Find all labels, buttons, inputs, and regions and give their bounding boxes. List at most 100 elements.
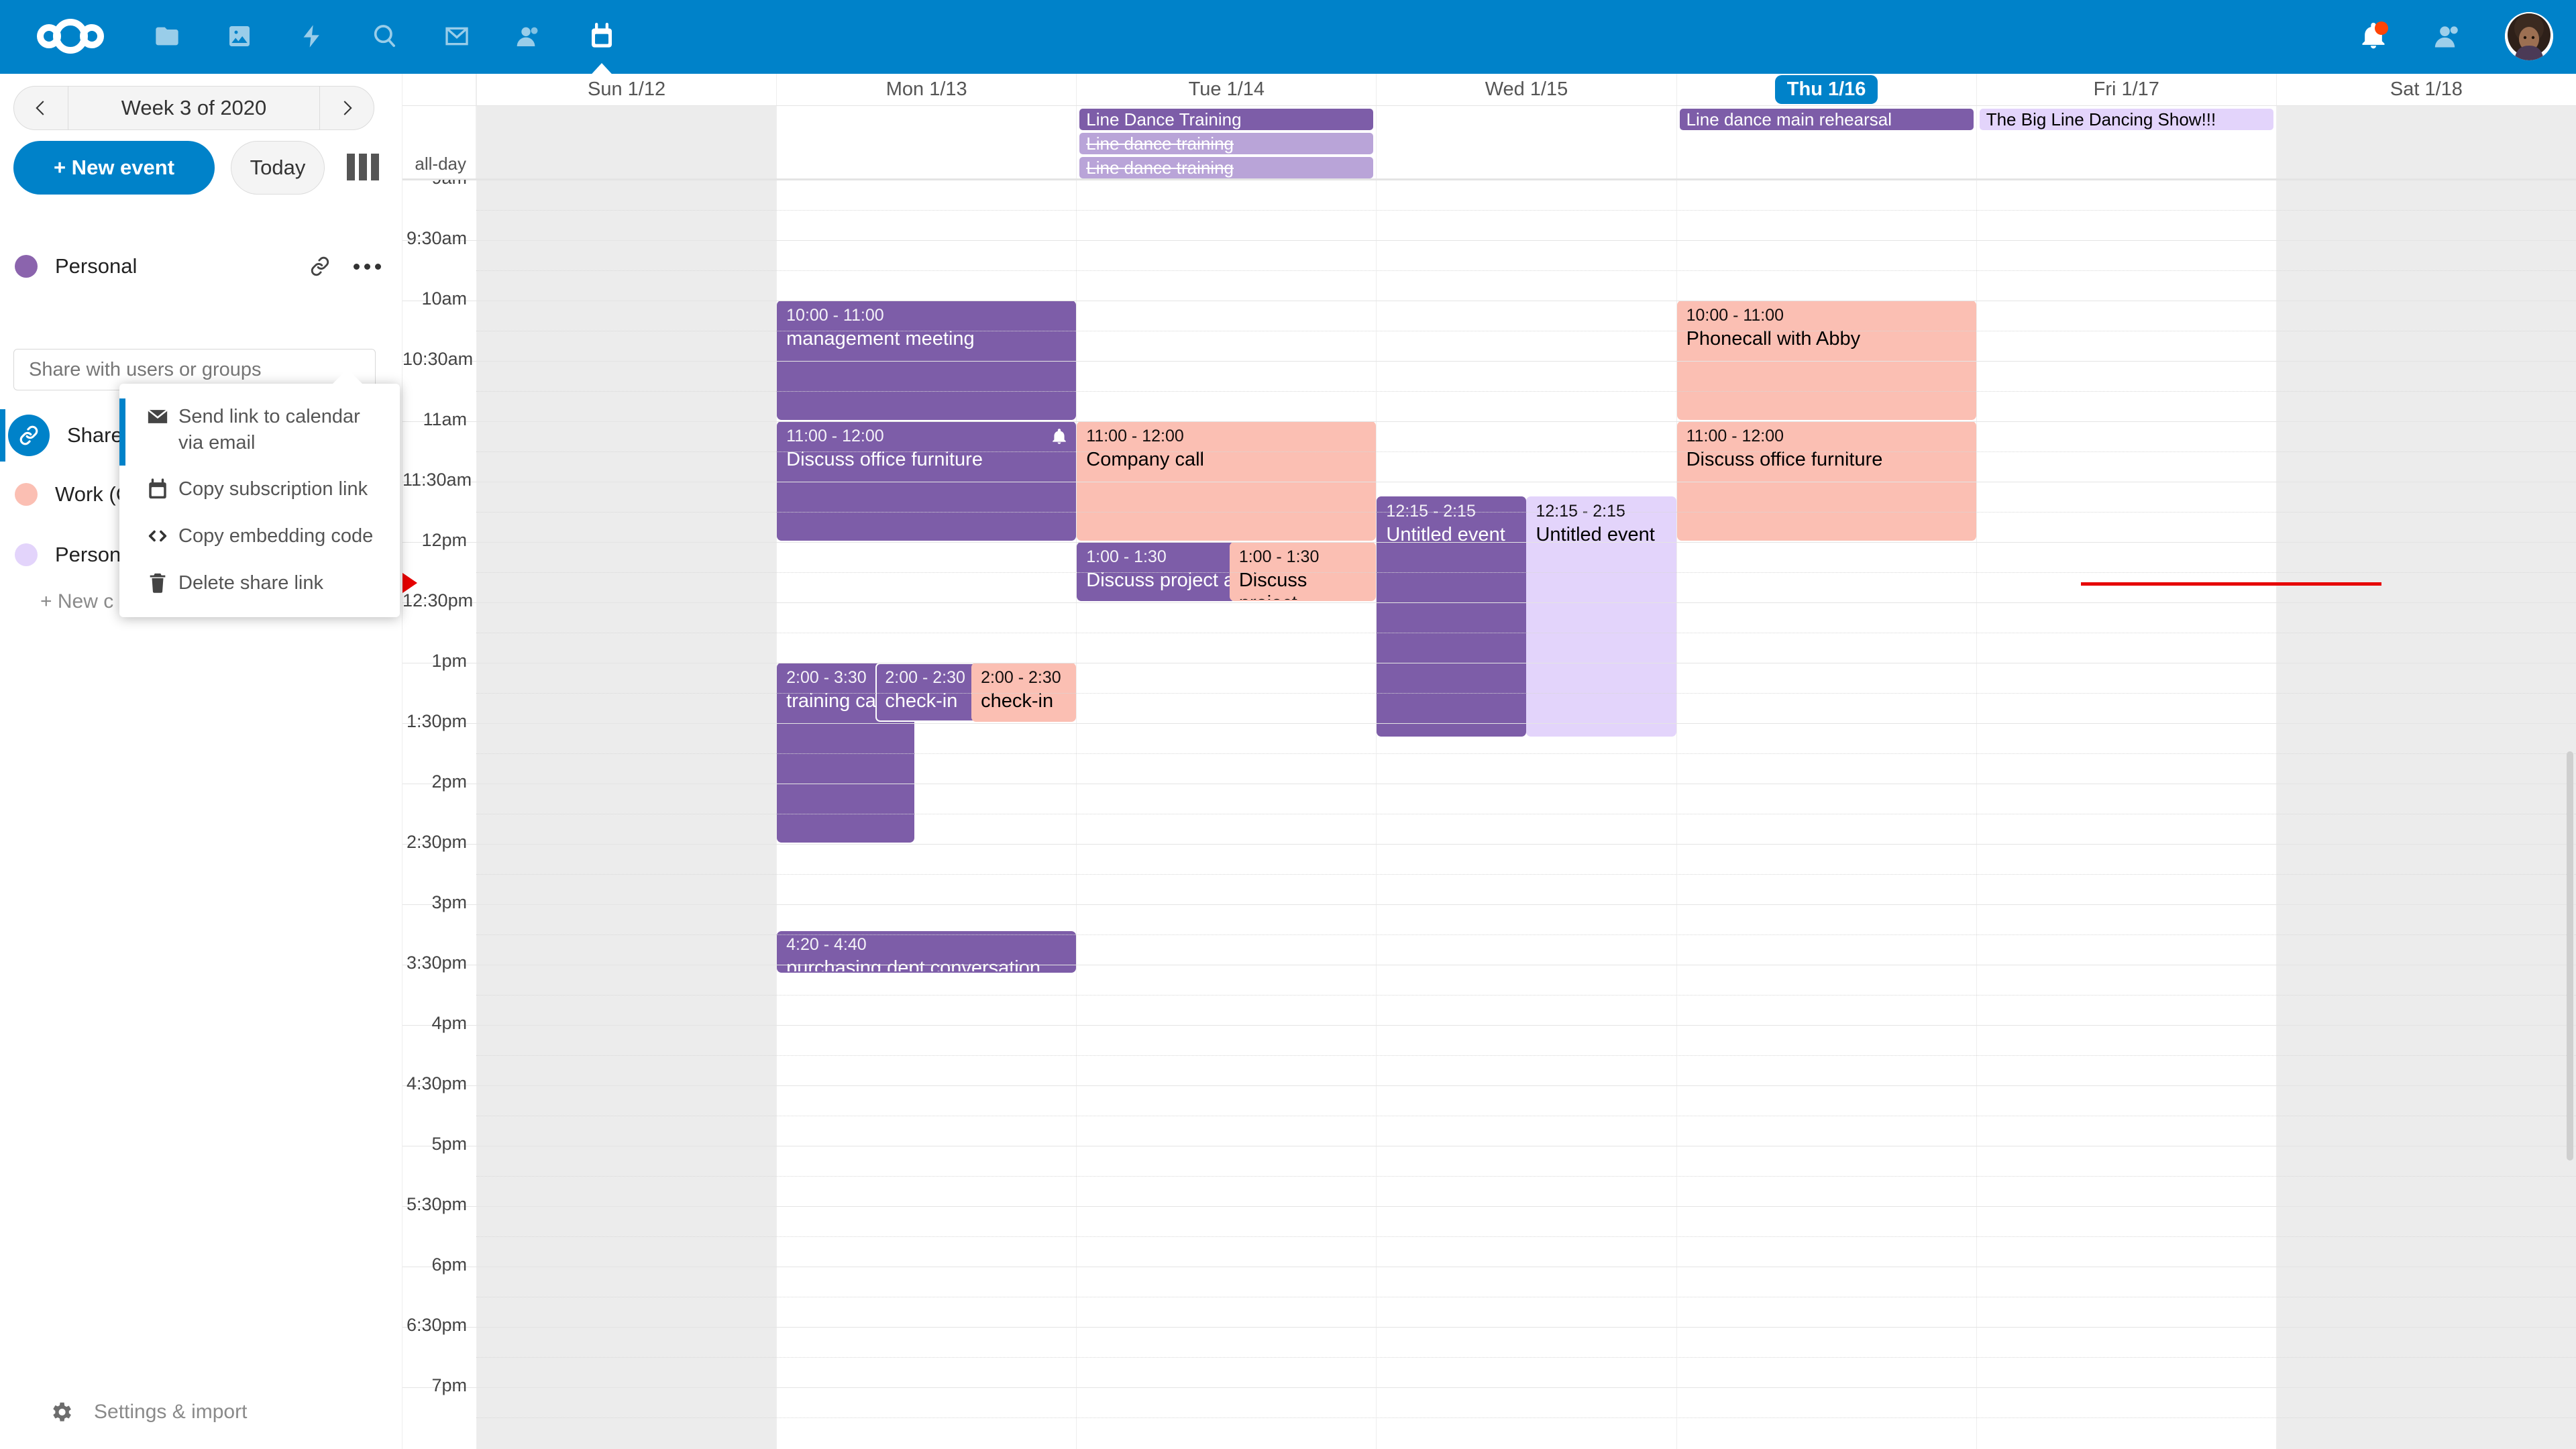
all-day-cell-sat[interactable] <box>2275 106 2576 178</box>
mail-icon[interactable] <box>421 12 493 60</box>
menu-item-label: Copy subscription link <box>178 478 368 500</box>
event-discuss-project-announcement-pink[interactable]: 1:00 - 1:30 Discuss project announcement <box>1229 542 1377 601</box>
all-day-cell-mon[interactable] <box>776 106 1076 178</box>
day-column-wed[interactable]: 12:15 - 2:15 Untitled event 12:15 - 2:15… <box>1376 180 1676 1449</box>
all-day-cell-wed[interactable] <box>1376 106 1676 178</box>
all-day-event[interactable]: Line Dance Training <box>1079 109 1374 130</box>
all-day-cell-thu[interactable]: Line dance main rehearsal <box>1676 106 1976 178</box>
calendar-name: Personal <box>55 254 138 278</box>
today-button[interactable]: Today <box>231 141 325 195</box>
code-icon <box>137 522 178 547</box>
hour-slot: 4pm <box>402 1013 2576 1085</box>
half-hour-gridline <box>476 1417 2576 1418</box>
gear-icon <box>48 1399 74 1425</box>
view-switch-button[interactable] <box>342 146 384 188</box>
menu-item-delete-share-link[interactable]: Delete share link <box>119 559 400 606</box>
hour-gridline <box>402 240 2576 241</box>
settings-and-import-button[interactable]: Settings & import <box>0 1389 402 1436</box>
menu-item-label: Copy embedding code <box>178 525 374 547</box>
vertical-scrollbar[interactable] <box>2567 751 2573 1161</box>
event-purchasing-dept-conversation[interactable]: 4:20 - 4:40 purchasing dept conversation <box>777 931 1077 973</box>
email-icon <box>137 402 178 428</box>
photos-icon[interactable] <box>203 12 276 60</box>
all-day-event[interactable]: The Big Line Dancing Show!!! <box>1979 109 2273 130</box>
calendar-icon[interactable] <box>566 12 638 60</box>
menu-item-send-link-email[interactable]: Send link to calendar via email <box>119 393 400 466</box>
avatar[interactable] <box>2505 12 2553 60</box>
nextcloud-logo[interactable] <box>27 12 114 60</box>
hour-gridline <box>402 723 2576 724</box>
next-week-button[interactable] <box>320 87 374 129</box>
half-hour-gridline <box>476 934 2576 935</box>
event-untitled-purple[interactable]: 12:15 - 2:15 Untitled event <box>1377 496 1527 737</box>
day-column-fri[interactable] <box>1976 180 2276 1449</box>
half-hour-gridline <box>476 572 2576 573</box>
day-header-mon[interactable]: Mon 1/13 <box>776 74 1076 105</box>
event-time: 4:20 - 4:40 <box>786 935 867 954</box>
hour-slot: 2:30pm <box>402 832 2576 904</box>
hour-label: 12pm <box>421 530 467 550</box>
hour-label: 12:30pm <box>402 590 474 610</box>
event-management-meeting[interactable]: 10:00 - 11:00 management meeting <box>777 301 1077 420</box>
sidebar-item-calendar-personal[interactable]: Personal <box>0 241 402 291</box>
app-navigation-icons <box>131 12 638 60</box>
event-time: 11:00 - 12:00 <box>1086 427 1184 445</box>
search-icon[interactable] <box>348 12 421 60</box>
menu-item-copy-embedding-code[interactable]: Copy embedding code <box>119 513 400 559</box>
day-header-wed[interactable]: Wed 1/15 <box>1376 74 1676 105</box>
view-bar <box>359 154 367 180</box>
contacts-menu-icon[interactable] <box>2430 17 2467 55</box>
event-title: Untitled event <box>1386 523 1505 545</box>
share-with-users-input[interactable] <box>13 349 376 390</box>
calendar-more-actions-button[interactable] <box>346 246 388 287</box>
hour-slot: 1:30pm <box>402 711 2576 784</box>
all-day-cell-fri[interactable]: The Big Line Dancing Show!!! <box>1976 106 2276 178</box>
gutter-spacer <box>402 74 476 105</box>
hour-slot: 3:30pm <box>402 953 2576 1025</box>
day-header-tue[interactable]: Tue 1/14 <box>1076 74 1376 105</box>
share-link-icon[interactable] <box>299 246 341 287</box>
day-column-mon[interactable]: 10:00 - 11:00 management meeting 11:00 -… <box>776 180 1077 1449</box>
event-discuss-office-furniture-thu[interactable]: 11:00 - 12:00 Discuss office furniture <box>1676 421 1976 541</box>
event-discuss-office-furniture[interactable]: 11:00 - 12:00 Discuss office furniture <box>777 421 1077 541</box>
prev-week-button[interactable] <box>14 87 68 129</box>
hour-slot: 7pm <box>402 1375 2576 1448</box>
hour-slot: 5:30pm <box>402 1194 2576 1267</box>
all-day-event[interactable]: Line dance main rehearsal <box>1679 109 1974 130</box>
all-day-event[interactable]: Line dance training <box>1079 157 1374 178</box>
new-calendar-button[interactable]: + New c <box>40 590 114 612</box>
sidebar-item-calendar-work[interactable]: Work (C <box>0 470 402 519</box>
new-event-button[interactable]: + New event <box>13 141 215 195</box>
app-header <box>0 0 2576 74</box>
menu-item-label: Send link to calendar via email <box>178 406 360 454</box>
hour-gridline <box>402 421 2576 422</box>
contacts-icon[interactable] <box>493 12 566 60</box>
all-day-event[interactable]: Line dance training <box>1079 133 1374 154</box>
half-hour-gridline <box>476 210 2576 211</box>
share-link-actions-popover: Send link to calendar via email Copy sub… <box>119 368 400 618</box>
day-header-sat[interactable]: Sat 1/18 <box>2275 74 2576 105</box>
half-hour-gridline <box>476 874 2576 875</box>
hour-gridline <box>402 1085 2576 1086</box>
files-icon[interactable] <box>131 12 203 60</box>
all-day-cell-sun[interactable] <box>476 106 777 178</box>
all-day-cell-tue[interactable]: Line Dance Training Line dance training … <box>1076 106 1376 178</box>
time-grid-scroll-area[interactable]: 10:00 - 11:00 management meeting 11:00 -… <box>402 180 2576 1449</box>
event-time: 11:00 - 12:00 <box>1686 427 1784 445</box>
event-company-call[interactable]: 11:00 - 12:00 Company call <box>1077 421 1377 541</box>
link-icon <box>8 415 50 456</box>
view-bar <box>371 154 379 180</box>
day-column-tue[interactable]: 11:00 - 12:00 Company call 1:00 - 1:30 D… <box>1076 180 1377 1449</box>
event-untitled-lavender[interactable]: 12:15 - 2:15 Untitled event <box>1526 496 1676 737</box>
activity-icon[interactable] <box>276 12 348 60</box>
event-title: Untitled event <box>1536 523 1655 545</box>
day-header-sun[interactable]: Sun 1/12 <box>476 74 776 105</box>
notifications-bell-icon[interactable] <box>2355 17 2392 55</box>
hour-slot: 10am <box>402 288 2576 361</box>
date-navigation: Week 3 of 2020 <box>13 86 374 130</box>
day-label: Sun 1/12 <box>588 78 666 100</box>
menu-item-copy-subscription-link[interactable]: Copy subscription link <box>119 466 400 513</box>
hour-label: 2pm <box>431 771 467 792</box>
day-header-thu[interactable]: Thu 1/16 <box>1676 74 1976 105</box>
day-header-fri[interactable]: Fri 1/17 <box>1976 74 2276 105</box>
